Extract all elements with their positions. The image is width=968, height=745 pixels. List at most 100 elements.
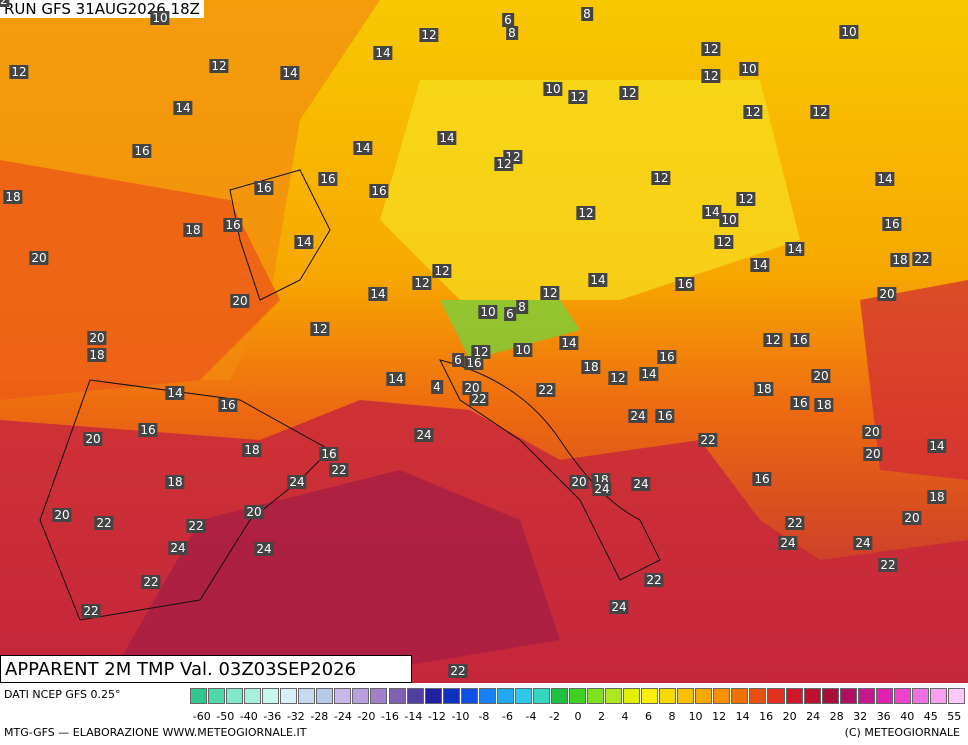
temp-label: 24 [414,428,434,442]
temp-label: 14 [785,242,805,256]
scale-swatch [587,688,605,704]
temp-label: 20 [52,508,72,522]
scale-label: -20 [357,710,376,723]
temp-label: 24 [592,482,612,496]
temp-label: 12 [701,69,721,83]
temp-label: 20 [811,369,831,383]
scale-label: 2 [598,710,605,723]
scale-swatch [190,688,208,704]
scale-swatch [568,688,586,704]
temp-label: 22 [448,664,468,678]
sea-hot [120,470,560,683]
temp-label: 8 [506,26,518,40]
scale-label: 40 [900,710,915,723]
temp-label: 8 [516,300,528,314]
temp-label: 18 [242,443,262,457]
scale-swatch [785,688,803,704]
scale-label: -2 [549,710,560,723]
temp-label: 14 [294,235,314,249]
scale-swatch [677,688,695,704]
scale-label: 6 [645,710,653,723]
temp-label: 20 [29,251,49,265]
scale-label: 55 [947,710,962,723]
temp-label: 12 [9,65,29,79]
temp-label: 10 [739,62,759,76]
temp-label: 14 [750,258,770,272]
temp-label: 24 [254,542,274,556]
temp-label: 18 [3,190,23,204]
scale-swatch [442,688,460,704]
temp-label: 12 [576,206,596,220]
temp-label: 24 [778,536,798,550]
temp-label: 16 [132,144,152,158]
temp-label: 16 [657,350,677,364]
temp-label: 22 [0,0,10,7]
scale-label: 0 [574,710,582,723]
temp-label: 6 [504,307,516,321]
temp-label: 12 [608,371,628,385]
temp-label: 6 [452,353,464,367]
scale-label: 20 [782,710,797,723]
scale-swatch [659,688,677,704]
temp-label: 12 [471,345,491,359]
scale-swatch [298,688,316,704]
scale-swatch [911,688,929,704]
temp-label: 24 [168,541,188,555]
temp-label: 10 [150,11,170,25]
temp-label: 22 [94,516,114,530]
temp-label: 6 [502,13,514,27]
temp-label: 14 [559,336,579,350]
scale-label: 24 [806,710,821,723]
temp-label: 20 [83,432,103,446]
run-info: RUN GFS 31AUG2026 18Z [0,0,204,18]
scale-swatch [406,688,424,704]
scale-label: -10 [451,710,470,723]
scale-label: -40 [239,710,258,723]
temp-label: 16 [223,218,243,232]
scale-label: 28 [829,710,844,723]
temp-label: 24 [853,536,873,550]
temp-label: 18 [581,360,601,374]
temp-label: 18 [183,223,203,237]
temp-label: 18 [927,490,947,504]
ocean-hot [0,160,280,400]
temp-label: 4 [431,380,443,394]
scale-swatch [893,688,911,704]
scale-swatch [857,688,875,704]
temp-label: 12 [714,235,734,249]
scale-label: 32 [853,710,868,723]
scale-label: -16 [380,710,399,723]
temp-label: 14 [386,372,406,386]
temp-label: 24 [609,600,629,614]
temp-label: 16 [790,333,810,347]
coastline [439,359,661,581]
scale-swatch [875,688,893,704]
temp-label: 14 [437,131,457,145]
temp-label: 10 [543,82,563,96]
scale-swatch [460,688,478,704]
temp-label: 22 [81,604,101,618]
temp-label: 14 [368,287,388,301]
temp-label: 22 [141,575,161,589]
temp-label: 18 [754,382,774,396]
scale-label: -12 [427,710,446,723]
scale-swatch [388,688,406,704]
temp-label: 16 [218,398,238,412]
temp-label: 22 [469,392,489,406]
scale-swatch [821,688,839,704]
scale-label: 45 [923,710,938,723]
black-sea [860,280,968,480]
scale-label: -8 [478,710,490,723]
temp-label: 12 [432,264,452,278]
temp-label: 12 [736,192,756,206]
temp-label: 20 [87,331,107,345]
temp-label: 20 [862,425,882,439]
scale-swatch [280,688,298,704]
temp-label: 12 [419,28,439,42]
temp-label: 22 [698,433,718,447]
temp-label: 24 [287,475,307,489]
scale-swatch [929,688,947,704]
temp-label: 8 [581,7,593,21]
temp-label: 12 [209,59,229,73]
temp-label: 16 [464,356,484,370]
